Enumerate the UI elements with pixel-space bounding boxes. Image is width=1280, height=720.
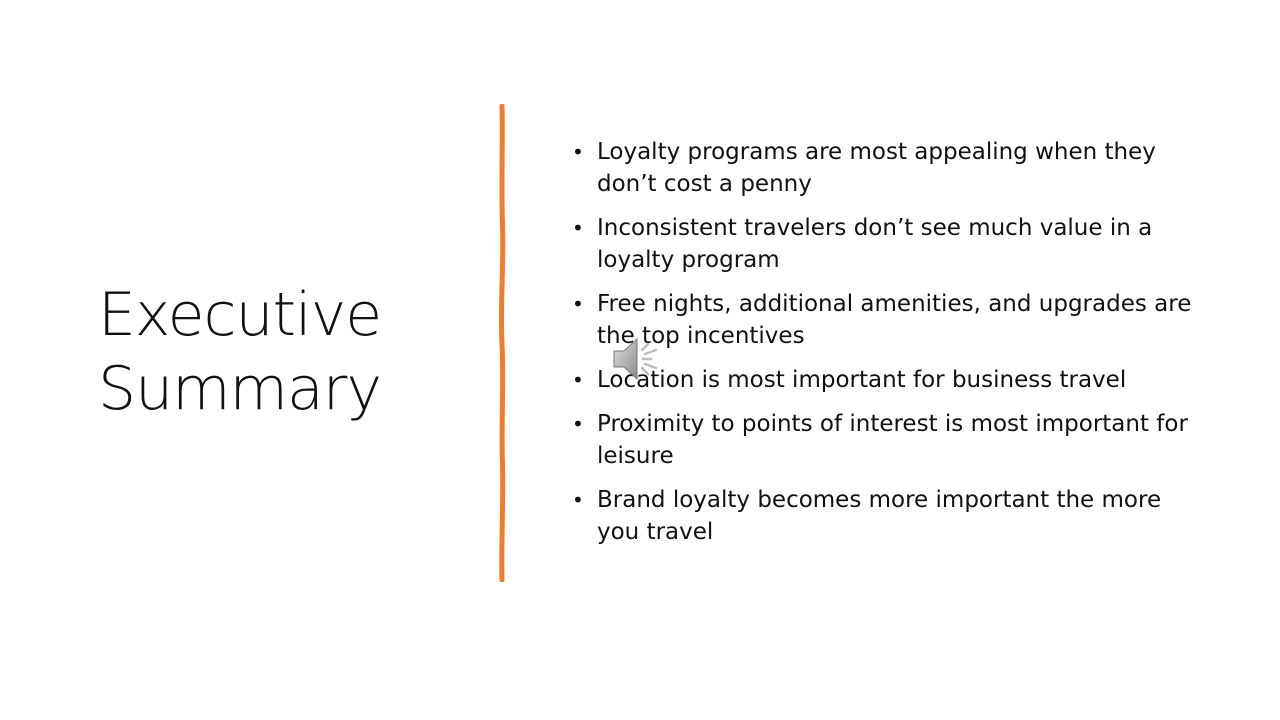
bullet-dot: •: [572, 292, 584, 316]
bullet-item: • Inconsistent travelers don’t see much …: [572, 212, 1192, 276]
speaker-icon[interactable]: [610, 333, 666, 385]
bullet-text: Proximity to points of interest is most …: [597, 411, 1188, 469]
bullet-item: • Proximity to points of interest is mos…: [572, 408, 1192, 472]
bullet-dot: •: [572, 368, 584, 392]
bullet-item: • Brand loyalty becomes more important t…: [572, 484, 1192, 548]
vertical-divider: [498, 104, 506, 582]
bullet-text: Free nights, additional amenities, and u…: [597, 291, 1192, 349]
bullet-text: Brand loyalty becomes more important the…: [597, 487, 1162, 545]
bullet-dot: •: [572, 412, 584, 436]
bullet-text: Location is most important for business …: [597, 367, 1127, 393]
bullet-item: • Location is most important for busines…: [572, 364, 1192, 396]
slide-title-line-2: Summary: [98, 354, 382, 424]
slide-title-line-1: Executive: [98, 280, 382, 350]
bullet-dot: •: [572, 216, 584, 240]
bullet-text: Inconsistent travelers don’t see much va…: [597, 215, 1153, 273]
bullet-item: • Free nights, additional amenities, and…: [572, 288, 1192, 352]
bullet-dot: •: [572, 488, 584, 512]
slide-title: Executive Summary: [98, 278, 458, 426]
bullet-item: • Loyalty programs are most appealing wh…: [572, 136, 1192, 200]
bullet-list: • Loyalty programs are most appealing wh…: [572, 136, 1192, 560]
bullet-text: Loyalty programs are most appealing when…: [597, 139, 1156, 197]
bullet-dot: •: [572, 140, 584, 164]
